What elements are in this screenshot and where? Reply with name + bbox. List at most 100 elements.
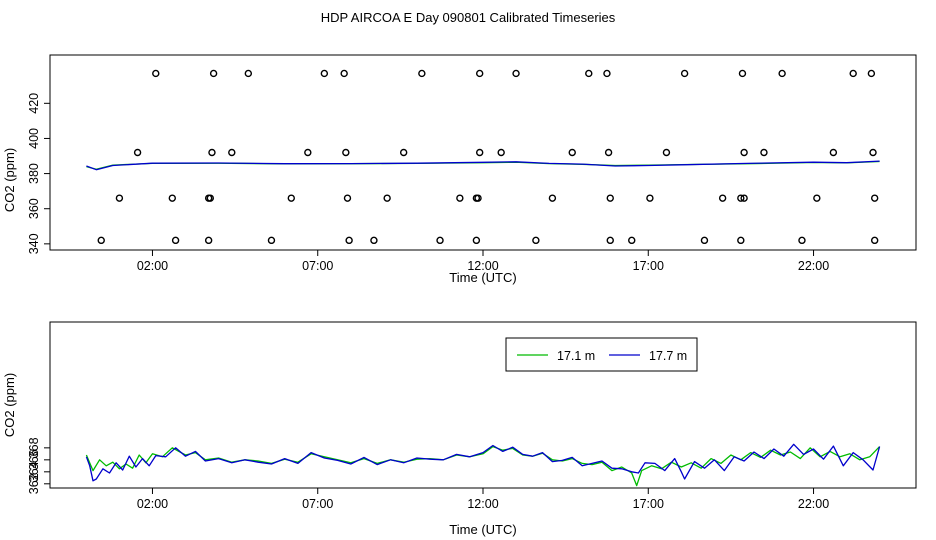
panel-1-y-tick-label-0: 340 bbox=[27, 233, 41, 254]
scatter-point-35 bbox=[343, 194, 352, 202]
panel-2-y-tick-label-1: 364 bbox=[27, 461, 41, 482]
scatter-point-26 bbox=[740, 148, 748, 157]
panel-1-lines bbox=[86, 160, 880, 171]
panel-1-x-tick-label-1: 07:00 bbox=[302, 259, 333, 273]
panel-2-series-line-1 bbox=[85, 443, 881, 482]
scatter-point-23 bbox=[568, 148, 576, 157]
panel-2-frame bbox=[49, 321, 917, 489]
scatter-point-17 bbox=[228, 148, 236, 157]
scatter-point-52 bbox=[345, 236, 353, 245]
scatter-point-6 bbox=[475, 69, 484, 78]
scatter-point-3 bbox=[320, 69, 329, 78]
panel-2-x-ticks: 02:00 07:00 12:00 17:00 22:00 bbox=[137, 488, 829, 511]
panel-1-y-tick-label-3: 400 bbox=[27, 128, 41, 149]
scatter-point-34 bbox=[287, 194, 295, 202]
scatter-point-25 bbox=[662, 148, 671, 157]
scatter-point-29 bbox=[869, 148, 877, 157]
scatter-point-46 bbox=[813, 194, 821, 202]
scatter-point-33 bbox=[206, 194, 215, 202]
scatter-point-11 bbox=[738, 69, 747, 78]
scatter-point-20 bbox=[399, 148, 408, 157]
panel-2-lines bbox=[85, 443, 881, 487]
panel-2-y-tick-label-3: 368 bbox=[27, 437, 41, 458]
panel-2-x-tick-label-0: 02:00 bbox=[137, 497, 168, 511]
panel-1-x-tick-label-3: 17:00 bbox=[633, 259, 664, 273]
panel-1-x-tick-label-0: 02:00 bbox=[137, 259, 168, 273]
panel-1-x-axis-label: Time (UTC) bbox=[449, 270, 516, 285]
scatter-point-10 bbox=[680, 69, 689, 78]
scatter-point-21 bbox=[475, 148, 484, 157]
panel-2-x-tick-label-4: 22:00 bbox=[798, 497, 829, 511]
scatter-point-28 bbox=[829, 148, 838, 157]
scatter-point-22 bbox=[497, 148, 505, 157]
panel-1-series-line-1 bbox=[86, 160, 880, 171]
scatter-point-5 bbox=[418, 69, 426, 78]
scatter-point-51 bbox=[267, 236, 276, 245]
scatter-point-15 bbox=[133, 148, 142, 157]
scatter-point-30 bbox=[115, 194, 124, 202]
scatter-point-44 bbox=[737, 194, 745, 202]
scatter-point-0 bbox=[152, 69, 160, 78]
scatter-point-37 bbox=[456, 194, 464, 202]
panel-2-x-axis-label: Time (UTC) bbox=[449, 522, 516, 537]
scatter-point-43 bbox=[718, 194, 727, 202]
scatter-point-49 bbox=[171, 236, 180, 245]
scatter-point-13 bbox=[849, 69, 857, 78]
panel-2-x-tick-label-3: 17:00 bbox=[633, 497, 664, 511]
scatter-point-14 bbox=[867, 69, 876, 78]
scatter-point-9 bbox=[603, 69, 611, 78]
scatter-point-45 bbox=[740, 194, 748, 202]
scatter-point-7 bbox=[512, 69, 520, 78]
scatter-point-60 bbox=[737, 236, 745, 245]
scatter-point-57 bbox=[606, 236, 614, 245]
panel-1-x-tick-label-2: 12:00 bbox=[467, 259, 498, 273]
chart-title: HDP AIRCOA E Day 090801 Calibrated Times… bbox=[321, 10, 616, 25]
scatter-point-8 bbox=[585, 69, 593, 78]
panel-1-scatter bbox=[97, 69, 879, 245]
scatter-point-47 bbox=[870, 194, 879, 202]
scatter-point-48 bbox=[97, 236, 105, 245]
scatter-point-56 bbox=[532, 236, 540, 245]
scatter-point-42 bbox=[646, 194, 654, 202]
scatter-point-19 bbox=[342, 148, 350, 157]
panel-1: 02:00 07:00 12:00 17:00 22:00 340 360 380 400 42… bbox=[2, 54, 917, 285]
scatter-point-53 bbox=[370, 236, 378, 245]
legend: 17.1 m 17.7 m bbox=[505, 337, 698, 372]
scatter-point-18 bbox=[304, 148, 312, 157]
legend-label-17-7m: 17.7 m bbox=[649, 349, 687, 363]
scatter-point-62 bbox=[870, 236, 879, 245]
panel-2-x-tick-label-1: 07:00 bbox=[302, 497, 333, 511]
scatter-point-12 bbox=[778, 69, 786, 78]
scatter-point-36 bbox=[383, 194, 391, 202]
panel-1-y-ticks: 340 360 380 400 420 bbox=[27, 93, 50, 254]
panel-1-x-tick-label-4: 22:00 bbox=[798, 259, 829, 273]
scatter-point-1 bbox=[209, 69, 218, 78]
panel-1-x-ticks: 02:00 07:00 12:00 17:00 22:00 bbox=[137, 250, 829, 273]
scatter-point-24 bbox=[604, 148, 613, 157]
scatter-point-27 bbox=[760, 148, 768, 157]
panel-2-y-tick-label-2: 366 bbox=[27, 449, 41, 470]
scatter-point-58 bbox=[628, 236, 636, 245]
scatter-point-55 bbox=[472, 236, 481, 245]
scatter-point-39 bbox=[474, 194, 482, 202]
panel-1-y-axis-label: CO2 (ppm) bbox=[2, 148, 17, 212]
panel-2-y-tick-label-0: 362 bbox=[27, 473, 41, 494]
scatter-point-2 bbox=[244, 69, 253, 78]
scatter-point-59 bbox=[700, 236, 709, 245]
scatter-point-54 bbox=[436, 236, 444, 245]
scatter-point-16 bbox=[208, 148, 216, 157]
scatter-point-61 bbox=[798, 236, 806, 245]
scatter-point-50 bbox=[204, 236, 213, 245]
panel-2-x-tick-label-2: 12:00 bbox=[467, 497, 498, 511]
panel-1-y-tick-label-4: 420 bbox=[27, 93, 41, 114]
scatter-point-40 bbox=[548, 194, 557, 202]
legend-box bbox=[505, 337, 698, 372]
scatter-point-4 bbox=[340, 69, 348, 78]
scatter-point-41 bbox=[606, 194, 614, 202]
panel-1-y-tick-label-1: 360 bbox=[27, 198, 41, 219]
scatter-point-31 bbox=[168, 194, 176, 202]
legend-label-17-1m: 17.1 m bbox=[557, 349, 595, 363]
